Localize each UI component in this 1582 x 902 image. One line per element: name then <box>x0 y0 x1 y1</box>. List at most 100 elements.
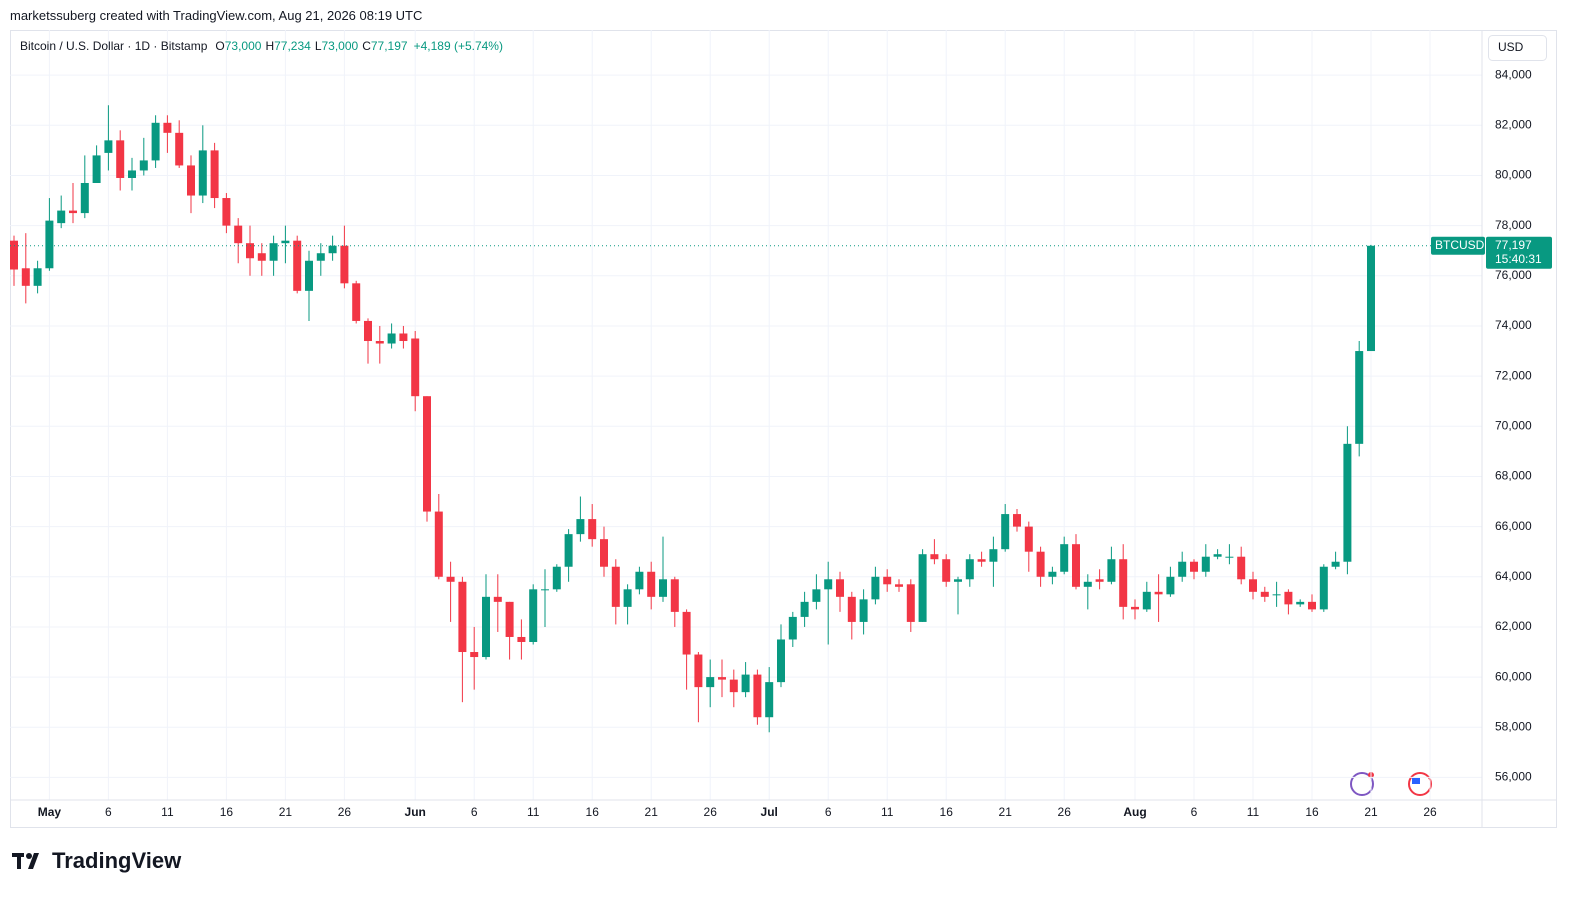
candle-body <box>1225 556 1234 558</box>
candle-body <box>1190 561 1198 572</box>
price-tag-text: 77,197 <box>1495 238 1532 252</box>
y-tick-label: 76,000 <box>1495 268 1532 282</box>
y-tick-label: 64,000 <box>1495 569 1532 583</box>
y-tick-label: 74,000 <box>1495 318 1532 332</box>
candle-body <box>446 576 455 582</box>
candle-body <box>564 534 573 567</box>
candle-body <box>729 679 738 693</box>
x-tick-label: 21 <box>1364 805 1378 819</box>
candle-body <box>800 601 809 617</box>
currency-button[interactable] <box>1488 35 1547 61</box>
candle-body <box>1319 566 1328 610</box>
candle-body <box>423 396 431 512</box>
candle-body <box>824 579 833 590</box>
x-tick-label: 16 <box>586 805 600 819</box>
candle-body <box>1249 579 1257 592</box>
x-tick-label: 26 <box>338 805 352 819</box>
brand: TradingView <box>52 848 182 873</box>
candle-body <box>92 155 101 183</box>
candle-body <box>694 654 703 688</box>
candle-body <box>647 571 656 597</box>
candle-body <box>1024 526 1033 552</box>
symbol-tag <box>1431 236 1485 255</box>
candle-body <box>1154 591 1163 595</box>
candle-body <box>659 579 667 597</box>
candle-body <box>1036 551 1045 577</box>
candle-body <box>895 584 903 587</box>
candle-body <box>883 576 892 585</box>
x-tick-label: May <box>38 805 62 819</box>
candle-body <box>954 579 962 582</box>
candle-body <box>116 140 125 178</box>
logo-icon <box>12 853 39 869</box>
y-tick-label: 80,000 <box>1495 168 1532 182</box>
candle-body <box>387 333 396 344</box>
y-tick-label: 78,000 <box>1495 218 1532 232</box>
candle-body <box>517 636 526 642</box>
x-tick-label: Jun <box>405 805 426 819</box>
candle-body <box>552 566 561 590</box>
candle-body <box>847 596 856 622</box>
ohlc-key: L <box>314 39 322 53</box>
candle-body <box>269 243 278 261</box>
candle-body <box>1013 514 1021 527</box>
candle-body <box>788 616 797 640</box>
candle-body <box>1260 591 1269 597</box>
candle-body <box>836 579 844 597</box>
candle-body <box>989 549 998 562</box>
y-tick-label: 72,000 <box>1495 368 1532 382</box>
candle-body <box>600 539 608 567</box>
candle-body <box>234 225 243 244</box>
candle-body <box>1331 561 1340 567</box>
ohlc-key: C <box>362 39 371 53</box>
candle-body <box>965 559 974 580</box>
candle-body <box>316 253 325 261</box>
candle-body <box>505 601 514 637</box>
y-tick-label: 84,000 <box>1495 67 1532 81</box>
candle-body <box>1201 556 1210 572</box>
candle-body <box>1308 601 1316 610</box>
candle-body <box>163 122 172 133</box>
candle-body <box>1107 559 1116 582</box>
x-tick-label: 6 <box>105 805 112 819</box>
candle-body <box>222 198 231 226</box>
x-tick-label: 11 <box>527 805 540 819</box>
candle-body <box>104 140 113 153</box>
candle-body <box>1001 514 1010 550</box>
candle-body <box>1296 601 1305 605</box>
ohlc-value: 77,197 <box>370 39 408 53</box>
candle-body <box>482 596 490 658</box>
x-tick-label: 26 <box>704 805 718 819</box>
x-tick-label: 6 <box>1191 805 1198 819</box>
candle-body <box>777 639 785 683</box>
x-tick-label: 21 <box>645 805 659 819</box>
candle-body <box>623 589 632 607</box>
candle-body <box>1119 559 1128 607</box>
x-tick-label: Aug <box>1123 805 1146 819</box>
x-tick-label: 16 <box>220 805 234 819</box>
x-tick-label: 16 <box>940 805 954 819</box>
candle-body <box>588 519 597 540</box>
candle-body <box>765 682 774 718</box>
candle-body <box>906 584 915 622</box>
candle-body <box>871 576 880 600</box>
x-tick-label: 21 <box>279 805 293 819</box>
candle-body <box>718 677 726 680</box>
currency[interactable]: USD <box>1498 40 1524 54</box>
candle-body <box>635 571 644 590</box>
x-tick-label: 26 <box>1423 805 1437 819</box>
candle-body <box>69 210 77 214</box>
candle-body <box>45 220 54 269</box>
candle-body <box>930 554 939 560</box>
symbol: Bitcoin / U.S. Dollar · 1D · Bitstamp <box>20 39 208 53</box>
events-icon[interactable] <box>1350 772 1374 796</box>
symbol-tag-text: BTCUSD <box>1435 238 1485 252</box>
candle-body <box>670 579 679 612</box>
candle-body <box>375 341 384 344</box>
candle-body <box>706 677 715 688</box>
y-tick-label: 62,000 <box>1495 619 1532 633</box>
x-tick-label: 6 <box>471 805 478 819</box>
candle-body <box>1131 606 1139 610</box>
candle-body <box>611 566 620 607</box>
